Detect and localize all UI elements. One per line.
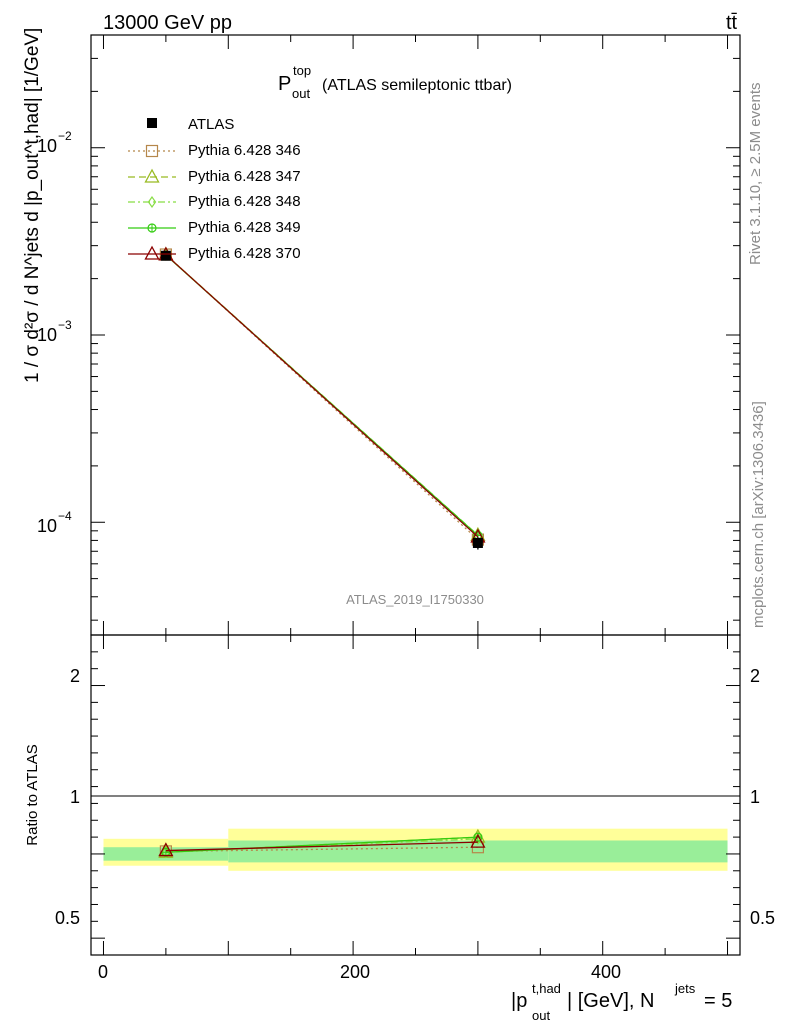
ratio-ytick-label-0-5: 0.5: [55, 908, 80, 928]
legend-label-atlas: ATLAS: [188, 116, 234, 133]
legend-entry-346: Pythia 6.428 346: [128, 142, 301, 159]
main-ytick-label-1: 10 −2: [37, 129, 72, 156]
ratio-series-layer: [158, 828, 486, 859]
legend-symbol-0: [145, 144, 159, 158]
ratio-series-line-4: [165, 841, 478, 852]
main-y-axis-label: 1 / σ d²σ / d N^jets d |p_out^t,had| [1/…: [22, 28, 43, 383]
legend-symbol-4: [144, 245, 160, 260]
legend-marker-349: [128, 223, 176, 233]
legend-entry-347: Pythia 6.428 347: [128, 168, 301, 185]
rivet-version-label: Rivet 3.1.10, ≥ 2.5M events: [747, 83, 764, 266]
legend-marker-370: [128, 245, 176, 260]
legend-entry-349: Pythia 6.428 349: [128, 219, 301, 236]
legend-label-346: Pythia 6.428 346: [188, 142, 301, 159]
atlas-point-0: [160, 250, 171, 261]
svg-text:= 5: = 5: [704, 990, 732, 1012]
legend-label-347: Pythia 6.428 347: [188, 168, 301, 185]
plot-title-main: P: [278, 73, 291, 95]
svg-text:t,had: t,had: [532, 981, 561, 996]
header-energy-label: 13000 GeV pp: [103, 12, 232, 34]
xtick-label-400: 400: [591, 962, 621, 982]
main-axis-ticks: [91, 34, 740, 635]
legend-symbol-2: [147, 195, 157, 209]
x-axis-label: |p t,had out | [GeV], N jets = 5: [511, 981, 732, 1023]
mcplots-reference-label: mcplots.cern.ch [arXiv:1306.3436]: [750, 401, 767, 628]
plot-title-superscript: top: [293, 63, 311, 78]
svg-text:−2: −2: [58, 129, 72, 143]
atlas-point-1: [472, 537, 483, 548]
xtick-label-0: 0: [98, 962, 108, 982]
legend-label-370: Pythia 6.428 370: [188, 245, 301, 262]
svg-text:10: 10: [37, 325, 57, 345]
ratio-ytick-label-right-1: 1: [750, 787, 760, 807]
ratio-ytick-label-1: 1: [70, 787, 80, 807]
legend-marker-348: [128, 195, 176, 209]
svg-text:−4: −4: [58, 509, 72, 523]
ratio-axis-ticks: [91, 635, 740, 955]
header-process-label: tt̄: [726, 12, 738, 34]
ratio-ytick-label-2: 2: [70, 666, 80, 686]
ratio-frame: [90, 634, 741, 956]
legend-marker-347: [128, 168, 176, 183]
ratio-series-line-0: [165, 846, 478, 853]
plot-title-rest: (ATLAS semileptonic ttbar): [322, 77, 512, 94]
ratio-series-point-1-1: [470, 828, 486, 843]
main-series-line-4: [165, 254, 479, 538]
legend-entry-atlas: ATLAS: [147, 116, 234, 133]
plot-title-subscript: out: [292, 86, 310, 101]
legend: ATLAS Pythia 6.428 346 Pythia 6.428 347 …: [128, 116, 301, 262]
ratio-ytick-label-right-2: 2: [750, 666, 760, 686]
analysis-watermark: ATLAS_2019_I1750330: [346, 592, 484, 607]
xtick-label-200: 200: [340, 962, 370, 982]
ratio-series-point-4-0: [158, 842, 174, 857]
ratio-ytick-label-right-0-5: 0.5: [750, 908, 775, 928]
legend-label-349: Pythia 6.428 349: [188, 219, 301, 236]
legend-symbol-1: [144, 168, 160, 183]
svg-text:| [GeV], N: | [GeV], N: [567, 990, 654, 1012]
main-series-layer: [158, 246, 486, 550]
svg-text:10: 10: [37, 516, 57, 536]
svg-text:jets: jets: [674, 981, 696, 996]
main-ytick-label-2: 10 −3: [37, 318, 72, 345]
plot-title: P top out (ATLAS semileptonic ttbar): [278, 63, 512, 101]
legend-marker-346: [128, 144, 176, 158]
ratio-series-line-2: [165, 838, 478, 853]
ratio-y-axis-label: Ratio to ATLAS: [24, 744, 41, 845]
main-ytick-label-3: 10 −4: [37, 509, 72, 536]
legend-entry-370: Pythia 6.428 370: [128, 245, 301, 262]
legend-symbol-3: [147, 223, 157, 233]
svg-text:−3: −3: [58, 318, 72, 332]
ratio-panel: 0.5 1 2 0.5 1 2 Ratio to ATLAS 0 200 400…: [24, 634, 775, 1023]
ratio-series-point-4-1: [470, 833, 486, 848]
main-panel: P top out (ATLAS semileptonic ttbar) 10 …: [22, 28, 741, 636]
legend-label-348: Pythia 6.428 348: [188, 193, 301, 210]
svg-text:|p: |p: [511, 990, 527, 1012]
legend-marker-atlas: [147, 118, 157, 128]
legend-entry-348: Pythia 6.428 348: [128, 193, 301, 210]
svg-text:10: 10: [37, 136, 57, 156]
svg-text:out: out: [532, 1008, 550, 1023]
